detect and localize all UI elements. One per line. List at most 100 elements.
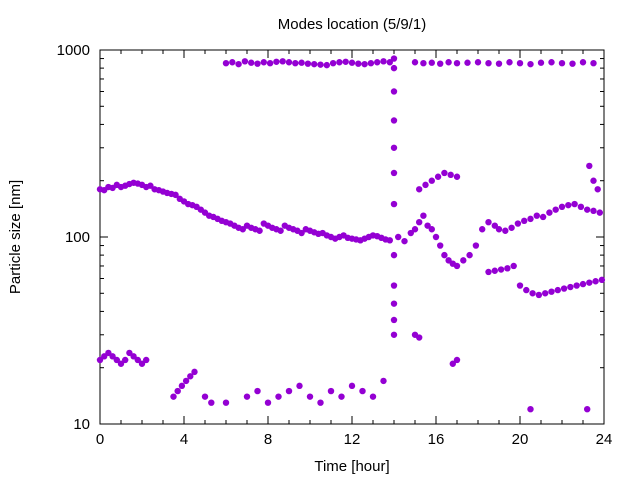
data-point [424, 222, 431, 229]
data-point [594, 186, 601, 193]
data-point [208, 399, 215, 406]
y-axis: 10 100 1000 [57, 42, 604, 433]
data-point [485, 59, 492, 67]
x-tick-label: 20 [512, 431, 529, 448]
data-point [138, 360, 146, 367]
data-point [537, 59, 545, 66]
data-point [569, 60, 576, 67]
data-point [558, 59, 566, 67]
x-axis: 0 4 8 12 16 20 24 [96, 50, 613, 448]
y-axis-label: Particle size [nm] [7, 180, 24, 294]
data-point [474, 59, 482, 66]
data-point [510, 262, 517, 270]
data-point [260, 59, 267, 66]
data-point [571, 200, 578, 208]
data-point [254, 387, 261, 395]
data-point [552, 206, 559, 213]
data-point [182, 377, 190, 385]
data-point [172, 191, 179, 199]
data-point [277, 227, 284, 234]
data-point [416, 334, 423, 341]
data-point [222, 399, 230, 406]
data-point [390, 144, 398, 151]
data-point [248, 59, 255, 66]
x-tick-label: 24 [596, 431, 613, 448]
data-point [506, 59, 513, 66]
data-point [390, 331, 398, 338]
data-point [380, 58, 387, 65]
data-point [117, 360, 125, 367]
data-point [548, 59, 555, 66]
data-point [317, 399, 324, 406]
data-point [495, 226, 503, 233]
data-point [596, 209, 603, 216]
data-point [560, 285, 568, 292]
data-point [485, 218, 492, 226]
data-point [390, 251, 398, 259]
x-axis-label: Time [hour] [314, 458, 389, 475]
data-point [367, 59, 375, 67]
data-point [508, 224, 515, 231]
data-point [390, 88, 398, 95]
data-point [390, 282, 398, 289]
data-point [523, 286, 530, 294]
data-point [395, 233, 402, 241]
data-point [464, 59, 471, 66]
data-point [535, 291, 543, 299]
data-point [187, 373, 194, 380]
data-point [264, 399, 272, 406]
data-point [254, 60, 261, 67]
data-point [239, 226, 246, 233]
data-point [323, 61, 330, 69]
data-point [178, 382, 186, 390]
data-point [266, 59, 274, 67]
data-point [306, 393, 314, 400]
data-point [311, 60, 318, 68]
x-tick-label: 8 [264, 431, 272, 448]
data-point [579, 59, 587, 66]
data-point [586, 162, 593, 170]
data-point [134, 356, 141, 364]
data-point [584, 206, 591, 213]
data-point [407, 229, 414, 237]
data-point [539, 213, 547, 221]
data-point [466, 251, 473, 259]
data-point [275, 393, 282, 400]
data-point [584, 405, 591, 413]
data-point [327, 387, 335, 395]
data-point [491, 222, 498, 229]
data-point [96, 356, 104, 364]
data-point [174, 387, 181, 395]
y-tick-label: 10 [73, 416, 90, 433]
data-point [449, 360, 456, 367]
data-point [369, 393, 377, 400]
data-point [432, 233, 440, 241]
data-point [416, 218, 423, 226]
data-point [453, 173, 461, 180]
data-point [292, 59, 299, 67]
data-point [296, 382, 303, 390]
data-point [548, 288, 555, 295]
data-point [386, 59, 393, 66]
data-point [441, 169, 448, 177]
data-point [390, 316, 398, 324]
data-point [502, 227, 509, 234]
data-point [229, 59, 236, 66]
data-point [428, 226, 435, 233]
data-point [527, 405, 534, 413]
data-point [420, 212, 427, 219]
data-point [147, 182, 154, 189]
data-point [241, 58, 249, 65]
data-point [420, 59, 427, 67]
data-point [279, 58, 286, 65]
data-point [191, 368, 198, 376]
data-point [361, 60, 368, 68]
data-point [243, 393, 251, 400]
data-point [298, 229, 305, 237]
data-point [485, 268, 492, 276]
data-point [554, 286, 561, 294]
data-point [479, 226, 486, 233]
data-point [565, 201, 572, 209]
data-point [428, 177, 435, 184]
data-point [460, 257, 467, 264]
